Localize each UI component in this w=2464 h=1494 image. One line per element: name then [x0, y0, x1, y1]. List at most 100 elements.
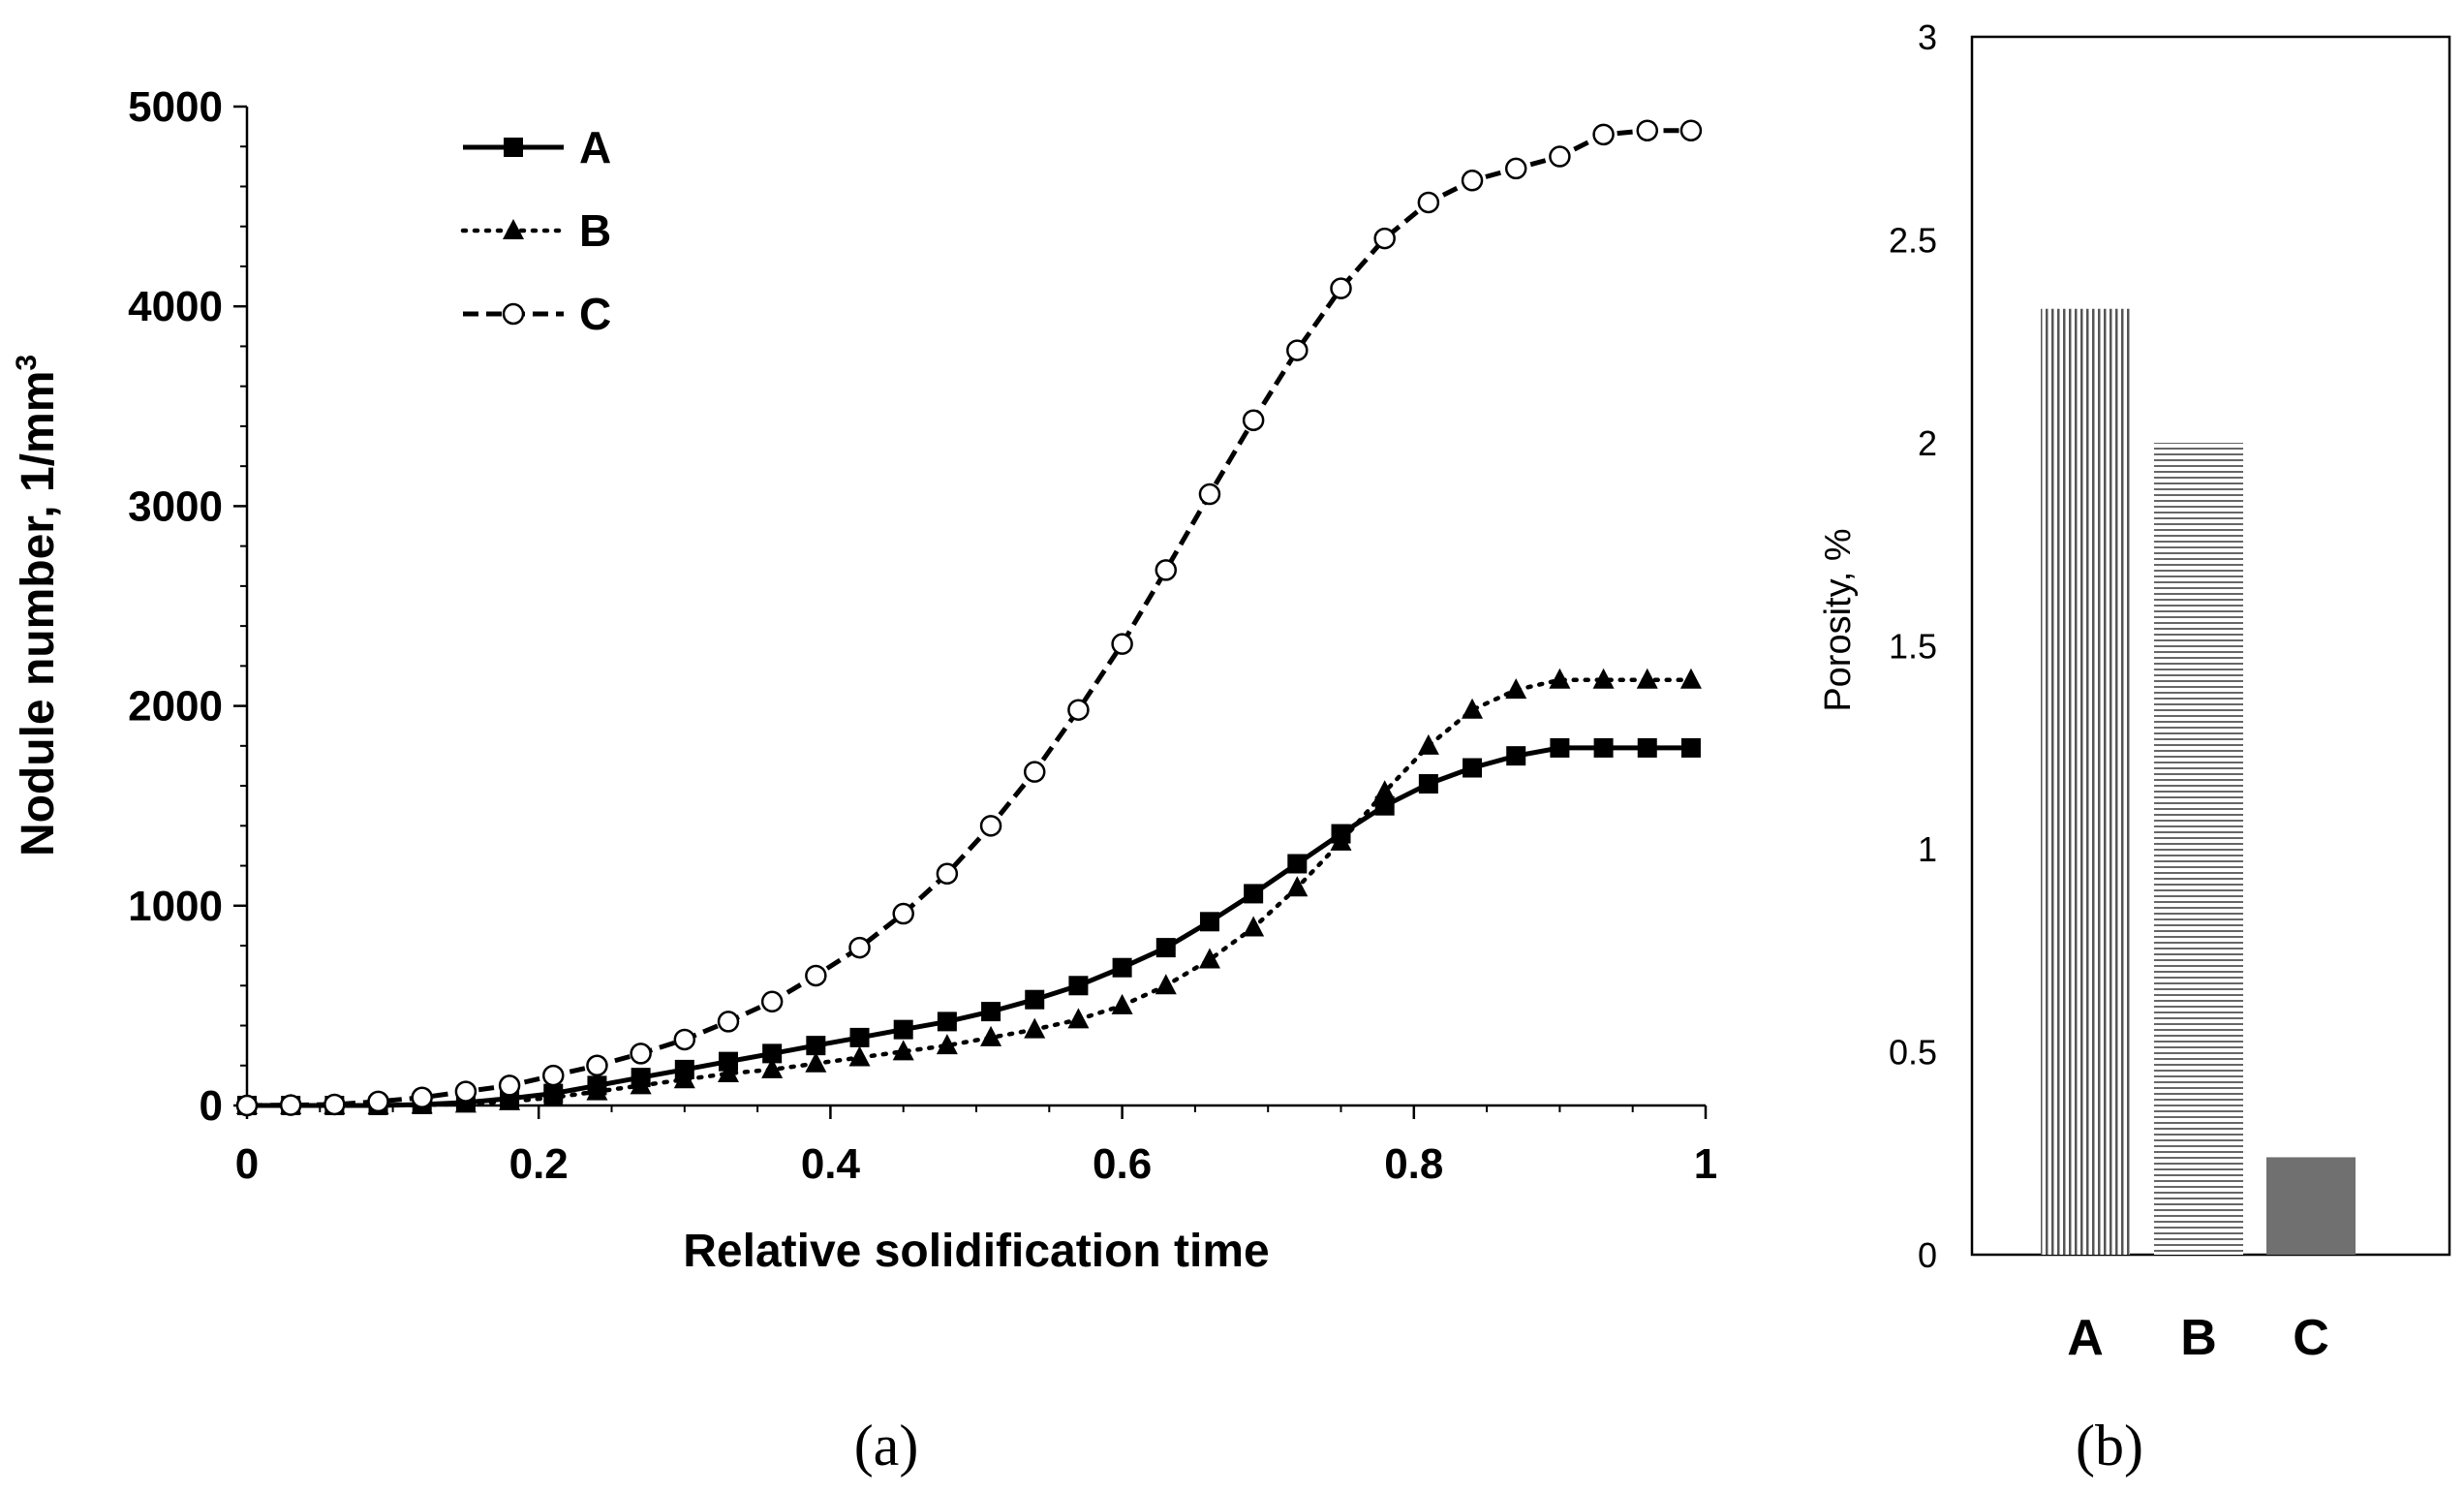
- data-point-A: [1463, 758, 1483, 778]
- y-tick-label: 0: [200, 1082, 223, 1130]
- data-point-B: [1679, 668, 1702, 689]
- data-point-A: [893, 1019, 913, 1040]
- data-point-C: [367, 1090, 389, 1113]
- x-tick-label: 0.2: [509, 1140, 569, 1188]
- data-point-A: [1025, 989, 1045, 1010]
- data-point-B: [1286, 876, 1309, 897]
- data-point-B: [1024, 1017, 1046, 1039]
- legend-marker-A: [504, 138, 523, 157]
- data-point-A: [1155, 938, 1176, 958]
- data-point-B: [1330, 829, 1352, 851]
- data-point-A: [1593, 737, 1614, 758]
- data-point-A: [1199, 912, 1219, 932]
- x-tick-label: 0.8: [1384, 1140, 1443, 1188]
- y-tick-label: 3000: [128, 482, 223, 530]
- series-C: [235, 119, 1703, 1117]
- y-tick-label: 2.5: [1889, 221, 1937, 261]
- bar-B: [2154, 443, 2243, 1255]
- data-point-C: [279, 1094, 302, 1116]
- y-tick-label: 0.5: [1889, 1033, 1937, 1073]
- data-point-C: [1592, 123, 1615, 146]
- series-B: [236, 668, 1702, 1114]
- x-tick-label: 0.6: [1093, 1140, 1152, 1188]
- y-tick-label: 3: [1918, 17, 1937, 57]
- data-point-A: [1637, 737, 1657, 758]
- series-A: [237, 737, 1701, 1115]
- data-point-A: [806, 1036, 826, 1056]
- data-point-C: [892, 902, 914, 925]
- data-point-B: [1417, 733, 1439, 755]
- data-point-B: [1111, 993, 1133, 1014]
- data-point-B: [1373, 780, 1396, 801]
- legend-label-A: A: [579, 122, 611, 172]
- data-point-C: [1636, 119, 1659, 141]
- category-label-A: A: [2067, 1310, 2104, 1366]
- category-label-C: C: [2293, 1310, 2329, 1366]
- data-point-C: [1549, 145, 1571, 168]
- data-point-C: [630, 1043, 652, 1065]
- data-point-A: [1550, 737, 1570, 758]
- legend-marker-C: [502, 302, 525, 326]
- data-point-A: [1112, 957, 1132, 978]
- data-point-B: [717, 1062, 739, 1083]
- data-point-A: [981, 1002, 1001, 1022]
- data-point-A: [762, 1043, 783, 1064]
- data-point-B: [1592, 668, 1615, 689]
- y-axis-label: Porosity, %: [1818, 528, 1859, 711]
- data-point-C: [1067, 699, 1090, 721]
- data-point-C: [1461, 170, 1484, 192]
- data-point-C: [1373, 227, 1396, 250]
- data-point-B: [630, 1074, 652, 1095]
- data-point-B: [1067, 1008, 1090, 1029]
- data-point-A: [1068, 976, 1089, 996]
- data-point-B: [848, 1045, 871, 1067]
- bar-chart-panel: 0 0.5 1 1.5 2 2.5 3 A B C Porosity, %: [1818, 17, 2451, 1366]
- data-point-B: [892, 1040, 914, 1061]
- legend: ABC: [460, 122, 611, 339]
- data-point-B: [1505, 678, 1527, 700]
- x-tick-label: 1: [1694, 1140, 1717, 1188]
- data-point-A: [937, 1012, 957, 1032]
- data-point-C: [1155, 559, 1178, 581]
- legend-marker-B: [503, 219, 524, 239]
- data-point-B: [1155, 974, 1177, 995]
- data-point-A: [1680, 737, 1701, 758]
- bar-C: [2266, 1157, 2356, 1255]
- data-point-B: [980, 1025, 1002, 1046]
- data-point-A: [1244, 884, 1264, 904]
- y-tick-label: 2000: [128, 683, 223, 731]
- bar-A: [2041, 308, 2130, 1256]
- data-point-C: [936, 862, 959, 886]
- data-point-C: [673, 1028, 696, 1051]
- data-point-B: [1462, 698, 1484, 719]
- x-tick-label: 0.4: [801, 1140, 861, 1188]
- data-point-A: [849, 1027, 870, 1047]
- category-label-B: B: [2180, 1310, 2217, 1366]
- data-point-C: [1111, 633, 1133, 655]
- data-point-B: [586, 1079, 608, 1101]
- data-point-B: [1636, 668, 1658, 689]
- y-tick-label: 0: [1918, 1235, 1937, 1275]
- y-tick-label: 1: [1918, 829, 1937, 869]
- data-point-B: [454, 1092, 477, 1113]
- data-point-C: [1286, 339, 1309, 361]
- data-point-C: [1198, 482, 1221, 506]
- y-tick-label: 5000: [128, 83, 223, 131]
- series-line-A: [247, 745, 1691, 1108]
- data-point-C: [760, 990, 784, 1013]
- data-point-C: [1504, 157, 1527, 180]
- line-chart-panel: 0 1000 2000 3000 4000 5000 0 0.2 0.4 0.6 0.8 1 Rel…: [11, 83, 1717, 1277]
- data-point-C: [1330, 277, 1352, 299]
- data-point-C: [1417, 191, 1440, 214]
- data-point-B: [761, 1057, 784, 1078]
- y-axis-label: Nodule number, 1/mm3: [11, 355, 64, 856]
- caption-a: (a): [854, 1414, 919, 1478]
- data-point-B: [1243, 916, 1265, 937]
- caption-b: (b): [2076, 1414, 2143, 1478]
- data-point-C: [1023, 761, 1046, 783]
- data-point-C: [848, 936, 871, 959]
- data-point-A: [1506, 746, 1526, 766]
- data-point-A: [1374, 795, 1395, 816]
- data-point-C: [979, 815, 1002, 837]
